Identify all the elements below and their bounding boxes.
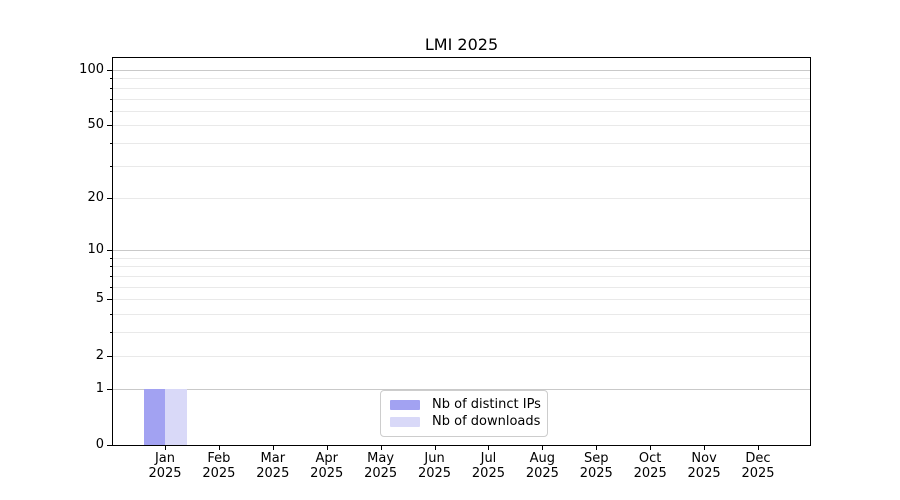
y-gridline-minor bbox=[113, 98, 810, 100]
y-minor-tick-mark bbox=[110, 78, 113, 80]
y-tick-label: 50 bbox=[87, 117, 104, 133]
y-tick-label: 10 bbox=[87, 242, 104, 258]
x-tick-mark bbox=[758, 446, 759, 450]
x-tick-mark bbox=[434, 446, 436, 450]
y-minor-tick-mark bbox=[110, 87, 113, 89]
x-tick-mark bbox=[272, 446, 274, 450]
y-tick-label: 20 bbox=[87, 189, 104, 205]
y-gridline-minor bbox=[113, 266, 810, 268]
y-tick-mark bbox=[107, 250, 113, 252]
x-tick-label: Jan 2025 bbox=[148, 451, 182, 481]
x-tick-label: Dec 2025 bbox=[741, 451, 775, 481]
y-gridline-minor bbox=[113, 276, 810, 277]
y-tick-label: 0 bbox=[95, 437, 104, 452]
y-minor-tick-mark bbox=[110, 286, 113, 288]
x-tick-label: Feb 2025 bbox=[202, 451, 236, 481]
y-gridline-minor bbox=[113, 332, 810, 334]
x-tick-mark bbox=[650, 446, 652, 450]
plot-area bbox=[112, 57, 811, 446]
legend-swatch-downloads bbox=[390, 417, 420, 427]
x-tick-label: May 2025 bbox=[364, 451, 398, 481]
bar-downloads bbox=[165, 388, 187, 445]
y-gridline-minor bbox=[113, 314, 810, 316]
y-gridline-major bbox=[113, 69, 810, 71]
y-tick-mark bbox=[107, 299, 113, 301]
x-tick-label: Mar 2025 bbox=[256, 451, 290, 481]
bar-distinct-ips bbox=[143, 388, 165, 445]
x-tick-label: Nov 2025 bbox=[687, 451, 721, 481]
y-gridline-minor bbox=[113, 87, 810, 89]
x-tick-mark bbox=[380, 446, 382, 450]
y-gridline-major bbox=[113, 250, 810, 252]
chart-title: LMI 2025 bbox=[424, 35, 499, 54]
y-minor-tick-mark bbox=[110, 110, 113, 112]
x-tick-mark bbox=[596, 446, 598, 450]
y-tick-label: 1 bbox=[95, 380, 104, 396]
y-minor-tick-mark bbox=[110, 314, 113, 316]
y-minor-tick-mark bbox=[110, 266, 113, 268]
y-tick-mark bbox=[107, 69, 113, 71]
y-minor-tick-mark bbox=[110, 98, 113, 100]
x-tick-label: Apr 2025 bbox=[310, 451, 344, 481]
y-tick-mark bbox=[107, 197, 113, 199]
x-tick-label: Aug 2025 bbox=[525, 451, 559, 481]
y-gridline-minor bbox=[113, 299, 810, 301]
x-tick-label: Sep 2025 bbox=[579, 451, 613, 481]
legend-swatch-distinct-ips bbox=[390, 400, 420, 410]
y-tick-mark bbox=[107, 445, 113, 446]
legend-label-distinct-ips: Nb of distinct IPs bbox=[432, 397, 541, 412]
y-gridline-minor bbox=[113, 143, 810, 145]
y-gridline-major bbox=[113, 388, 810, 390]
legend: Nb of distinct IPs Nb of downloads bbox=[380, 390, 548, 437]
legend-item-distinct-ips: Nb of distinct IPs bbox=[390, 397, 541, 413]
y-minor-tick-mark bbox=[110, 143, 113, 145]
y-minor-tick-mark bbox=[110, 332, 113, 334]
x-tick-label: Jun 2025 bbox=[417, 451, 452, 481]
y-gridline-minor bbox=[113, 286, 810, 288]
x-tick-mark bbox=[218, 446, 220, 450]
legend-label-downloads: Nb of downloads bbox=[432, 414, 541, 429]
y-gridline-minor bbox=[113, 165, 810, 167]
y-minor-tick-mark bbox=[110, 257, 113, 259]
y-gridline-minor bbox=[113, 78, 810, 80]
x-tick-mark bbox=[704, 446, 706, 450]
y-tick-label: 2 bbox=[95, 347, 104, 363]
y-tick-label: 5 bbox=[95, 291, 104, 307]
y-gridline-minor bbox=[113, 197, 810, 199]
x-tick-mark bbox=[488, 446, 490, 450]
y-gridline-minor bbox=[113, 110, 810, 112]
y-minor-tick-mark bbox=[110, 165, 113, 167]
y-minor-tick-mark bbox=[110, 276, 113, 277]
legend-item-downloads: Nb of downloads bbox=[390, 414, 541, 430]
y-tick-label: 100 bbox=[79, 61, 104, 77]
x-tick-mark bbox=[326, 446, 328, 450]
y-tick-mark bbox=[107, 388, 113, 390]
y-tick-mark bbox=[107, 125, 113, 127]
y-tick-mark bbox=[107, 355, 113, 357]
x-tick-mark bbox=[165, 446, 166, 450]
x-tick-label: Jul 2025 bbox=[471, 451, 505, 481]
y-gridline-minor bbox=[113, 125, 810, 127]
y-gridline-minor bbox=[113, 257, 810, 259]
x-tick-label: Oct 2025 bbox=[633, 451, 667, 481]
x-tick-mark bbox=[542, 446, 544, 450]
y-gridline-minor bbox=[113, 355, 810, 357]
